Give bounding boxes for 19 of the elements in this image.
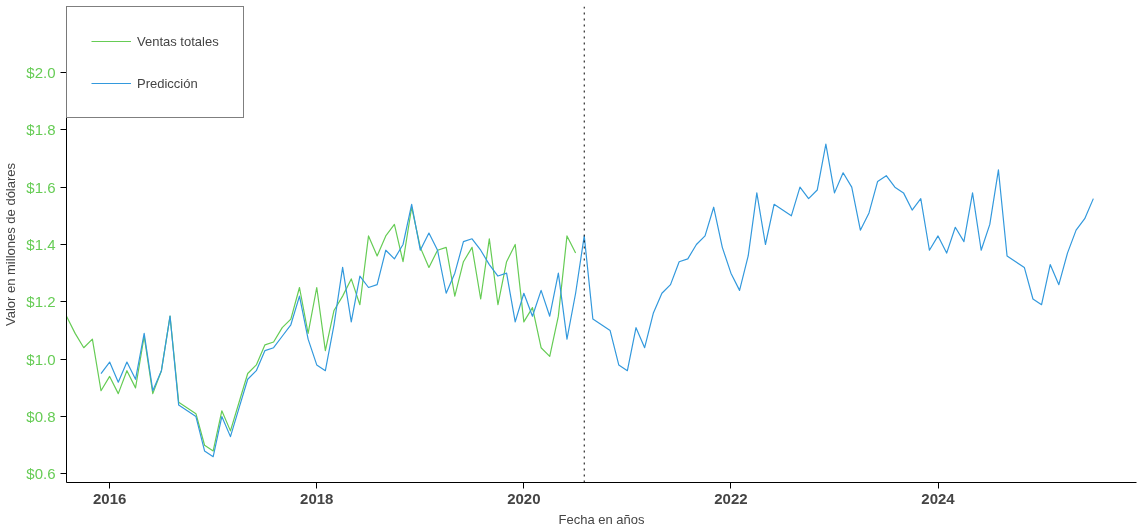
x-tick-label: 2024 xyxy=(921,489,956,507)
y-tick-label: $1.8 xyxy=(26,121,56,139)
x-axis-title: Fecha en años xyxy=(558,511,645,527)
y-tick-label: $0.8 xyxy=(26,408,56,426)
y-tick-label: $1.6 xyxy=(26,178,56,196)
x-tick-label: 2018 xyxy=(300,489,334,507)
y-axis-title: Valor en millones de dólares xyxy=(3,162,19,327)
x-tick-label: 2022 xyxy=(714,489,748,507)
line-series xyxy=(100,143,1094,458)
legend-label: Ventas totales xyxy=(137,33,219,49)
y-tick-label: $2.0 xyxy=(26,63,56,81)
y-tick-label: $1.4 xyxy=(26,236,56,253)
y-tick-label: $1.2 xyxy=(26,293,56,311)
y-tick-label: $1.0 xyxy=(26,350,56,368)
y-tick-label: $0.6 xyxy=(26,465,56,483)
x-tick-label: 2020 xyxy=(507,489,541,507)
line-series xyxy=(66,206,577,452)
x-tick-label: 2016 xyxy=(92,489,127,507)
legend-label: Predicción xyxy=(137,75,198,91)
